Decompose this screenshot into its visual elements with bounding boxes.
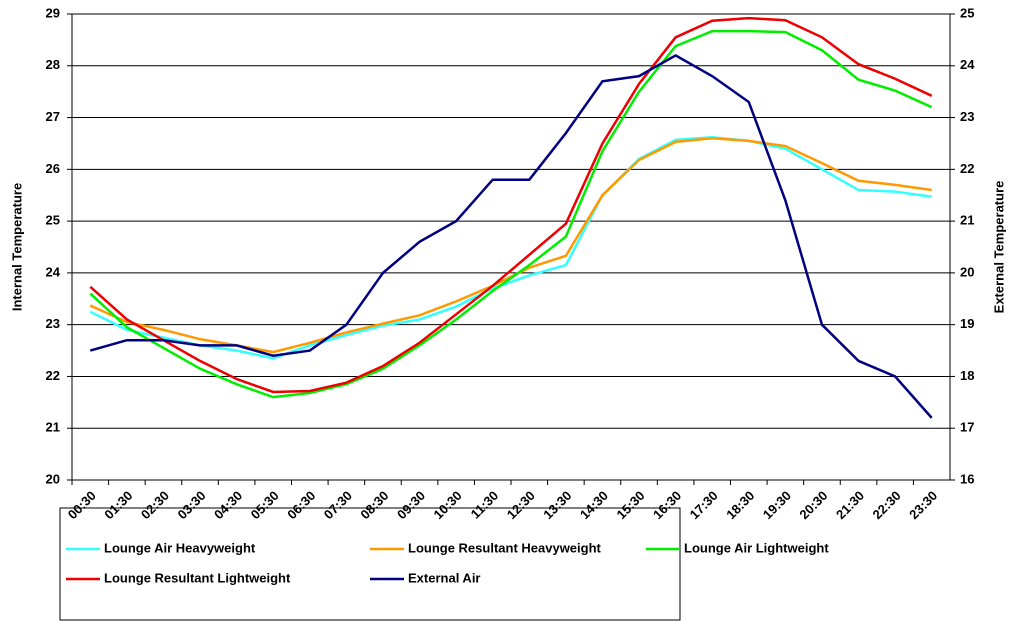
y-tick-label: 24 — [46, 264, 61, 279]
legend-label: Lounge Air Heavyweight — [104, 540, 256, 555]
x-tick-label: 17:30 — [687, 488, 721, 522]
x-tick-label: 20:30 — [796, 488, 830, 522]
x-tick-label: 21:30 — [833, 488, 867, 522]
y2-tick-label: 21 — [960, 213, 974, 228]
x-tick-label: 18:30 — [723, 488, 757, 522]
y2-tick-label: 19 — [960, 316, 974, 331]
y-tick-label: 21 — [46, 420, 60, 435]
series-line — [89, 53, 933, 419]
y-tick-label: 22 — [46, 368, 60, 383]
legend-label: Lounge Resultant Heavyweight — [408, 540, 602, 555]
y-tick-label: 28 — [46, 57, 60, 72]
y2-tick-label: 17 — [960, 420, 974, 435]
y2-tick-label: 16 — [960, 471, 974, 486]
y-tick-label: 26 — [46, 161, 60, 176]
y2-tick-label: 24 — [960, 57, 975, 72]
x-tick-label: 22:30 — [870, 488, 904, 522]
y-tick-label: 23 — [46, 316, 60, 331]
series-line — [89, 16, 933, 394]
series-line — [89, 137, 932, 354]
y2-axis-title: External Temperature — [991, 181, 1006, 314]
series-line — [89, 29, 933, 399]
legend-label: Lounge Air Lightweight — [684, 540, 829, 555]
y-axis-title: Internal Temperature — [9, 183, 24, 311]
y-tick-label: 25 — [46, 213, 60, 228]
y2-tick-label: 18 — [960, 368, 974, 383]
legend-label: External Air — [408, 570, 481, 585]
series-line — [89, 135, 932, 360]
legend-box — [59, 507, 681, 621]
x-tick-label: 23:30 — [906, 488, 940, 522]
y-tick-label: 20 — [46, 471, 60, 486]
x-tick-label: 19:30 — [760, 488, 794, 522]
legend-label: Lounge Resultant Lightweight — [104, 570, 291, 585]
y2-tick-label: 22 — [960, 161, 974, 176]
y-tick-label: 29 — [46, 5, 60, 20]
y2-tick-label: 23 — [960, 109, 974, 124]
y-tick-label: 27 — [46, 109, 60, 124]
y2-tick-label: 20 — [960, 264, 974, 279]
y2-tick-label: 25 — [960, 5, 974, 20]
